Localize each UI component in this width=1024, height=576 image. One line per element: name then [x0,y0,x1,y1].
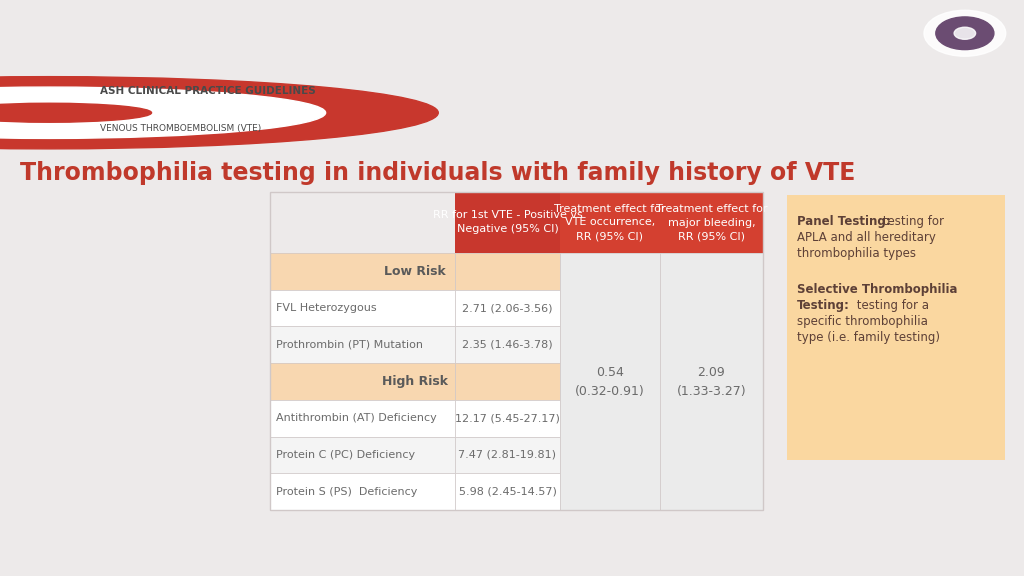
Text: ASH CLINICAL PRACTICE GUIDELINES: ASH CLINICAL PRACTICE GUIDELINES [100,86,316,96]
Circle shape [0,87,326,138]
Circle shape [936,17,994,50]
Text: 5.98 (2.45-14.57): 5.98 (2.45-14.57) [459,487,556,497]
Text: High Risk: High Risk [382,375,449,388]
Text: FVL Heterozygous: FVL Heterozygous [276,303,377,313]
Text: Panel Testing:: Panel Testing: [797,215,891,228]
Bar [455,473,560,510]
Bar [270,363,455,400]
Text: Treatment effect for
VTE occurrence,
RR (95% CI): Treatment effect for VTE occurrence, RR … [554,203,666,241]
Text: Protein S (PS)  Deficiency: Protein S (PS) Deficiency [276,487,418,497]
Bar [270,327,455,363]
Bar [455,363,560,400]
Circle shape [924,10,1006,56]
Text: 2.09
(1.33-3.27): 2.09 (1.33-3.27) [677,366,746,397]
Bar [455,290,560,327]
Bar [270,437,455,473]
Bar [560,253,660,510]
Text: Selective Thrombophilia: Selective Thrombophilia [797,283,957,296]
Text: VENOUS THROMBOEMBOLISM (VTE): VENOUS THROMBOEMBOLISM (VTE) [100,124,261,134]
Text: RR for 1st VTE - Positive vs
Negative (95% CI): RR for 1st VTE - Positive vs Negative (9… [432,210,583,234]
Circle shape [0,103,152,122]
Text: Prothrombin (PT) Mutation: Prothrombin (PT) Mutation [276,340,423,350]
Bar [455,400,560,437]
Text: Protein C (PC) Deficiency: Protein C (PC) Deficiency [276,450,415,460]
Text: type (i.e. family testing): type (i.e. family testing) [797,331,940,344]
Text: Low Risk: Low Risk [384,265,445,278]
Bar [270,400,455,437]
Circle shape [954,27,976,39]
Text: Testing:: Testing: [797,299,850,312]
Bar [270,192,455,253]
Text: testing for: testing for [879,215,944,228]
Bar [660,192,763,253]
Bar [560,192,660,253]
Text: testing for a: testing for a [853,299,929,312]
Bar [660,253,763,510]
Bar [270,363,560,400]
Bar [270,253,560,290]
Text: specific thrombophilia: specific thrombophilia [797,315,928,328]
Text: Antithrombin (AT) Deficiency: Antithrombin (AT) Deficiency [276,413,437,423]
Text: 2.35 (1.46-3.78): 2.35 (1.46-3.78) [462,340,553,350]
Text: Treatment effect for
major bleeding,
RR (95% CI): Treatment effect for major bleeding, RR … [655,203,767,241]
Text: 2.71 (2.06-3.56): 2.71 (2.06-3.56) [462,303,553,313]
Bar [455,192,560,253]
Text: APLA and all hereditary: APLA and all hereditary [797,231,936,244]
Bar [455,253,560,290]
Circle shape [0,77,438,149]
Bar [455,327,560,363]
Text: Thrombophilia testing in individuals with family history of VTE: Thrombophilia testing in individuals wit… [20,161,856,185]
Bar [787,195,1005,460]
Text: 0.54
(0.32-0.91): 0.54 (0.32-0.91) [575,366,645,397]
Bar [270,290,455,327]
Text: thrombophilia types: thrombophilia types [797,247,916,260]
Text: 12.17 (5.45-27.17): 12.17 (5.45-27.17) [455,413,560,423]
Text: 7.47 (2.81-19.81): 7.47 (2.81-19.81) [459,450,556,460]
Bar [270,192,763,510]
Bar [455,437,560,473]
Bar [270,253,455,290]
Bar [270,473,455,510]
